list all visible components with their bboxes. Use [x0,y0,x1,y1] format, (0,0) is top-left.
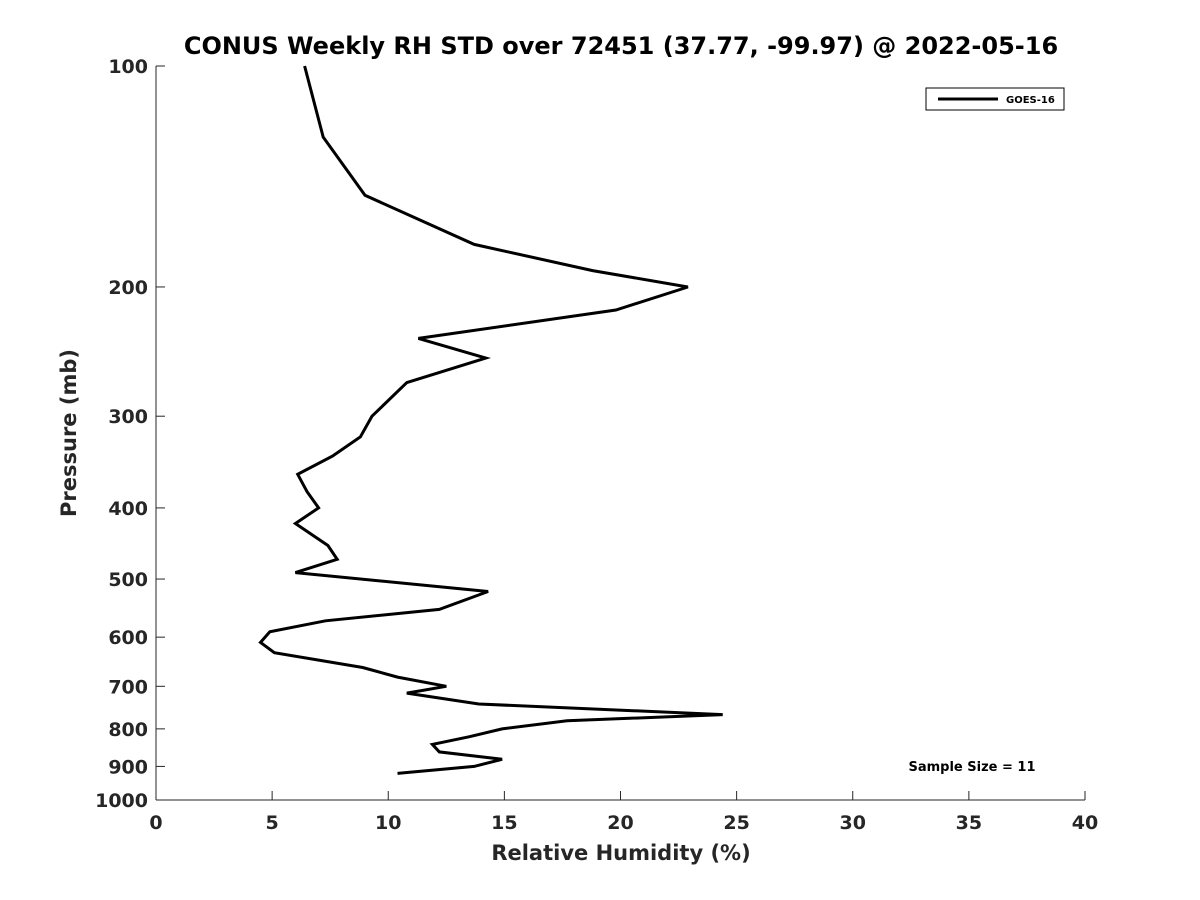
x-axis-label: Relative Humidity (%) [491,841,750,865]
chart-title: CONUS Weekly RH STD over 72451 (37.77, -… [184,32,1058,60]
x-tick-label: 25 [723,812,749,834]
sample-size-annotation: Sample Size = 11 [908,760,1035,775]
y-tick-label: 700 [108,676,148,698]
x-tick-label: 5 [266,812,279,834]
x-tick-label: 10 [375,812,401,834]
legend-label-goes-16: GOES-16 [1006,95,1055,106]
y-tick-label: 800 [108,719,148,741]
y-axis-ticks: 100 200 300 400 500 600 700 800 900 1000 [95,56,165,812]
y-tick-label: 400 [108,498,148,520]
y-tick-label: 600 [108,627,148,649]
x-tick-label: 0 [149,812,162,834]
legend: GOES-16 [925,87,1065,111]
x-tick-label: 40 [1072,812,1098,834]
series-layer [258,65,723,775]
axes [155,66,1085,801]
x-tick-label: 15 [491,812,517,834]
x-axis-ticks: 0 5 10 15 20 25 30 35 40 [149,791,1098,834]
y-axis-label: Pressure (mb) [57,349,81,517]
y-tick-label: 300 [108,406,148,428]
series-line-goes-16 [258,65,723,775]
x-tick-label: 35 [956,812,982,834]
y-tick-label: 900 [108,756,148,778]
y-tick-label: 500 [108,569,148,591]
y-tick-label: 1000 [95,790,148,812]
y-tick-label: 100 [108,56,148,78]
x-tick-label: 30 [840,812,866,834]
y-tick-label: 200 [108,277,148,299]
x-tick-label: 20 [607,812,633,834]
